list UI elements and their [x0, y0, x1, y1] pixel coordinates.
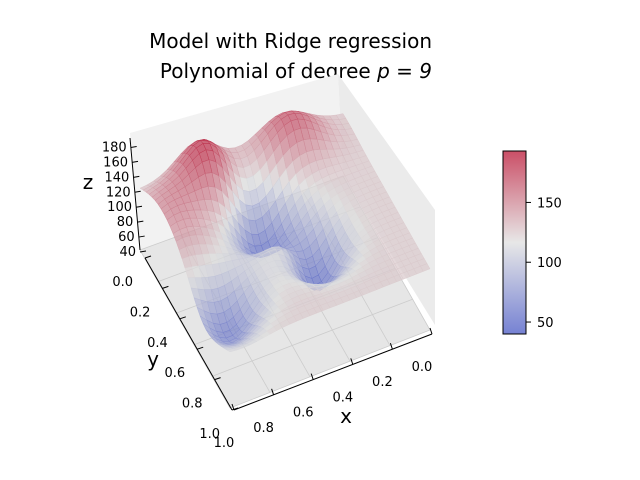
colorbar-ticks: 50 100 150: [526, 196, 562, 331]
z-tick-mark: [135, 205, 143, 208]
x-axis-line: [233, 333, 433, 411]
z-tick-label: 120: [106, 185, 131, 200]
y-tick-label: 0.0: [112, 275, 133, 290]
y-tick-mark: [197, 346, 204, 350]
x-tick-label: 0.4: [332, 390, 353, 405]
surface-face: [226, 348, 238, 353]
chart-title-text: Polynomial of degree: [160, 59, 377, 83]
floor-grid-line: [229, 329, 431, 409]
z-tick-label: 80: [117, 215, 134, 230]
z-tick-label: 100: [107, 200, 132, 215]
colorbar: [502, 150, 527, 335]
z-tick-mark: [130, 145, 137, 148]
y-axis-ticks: 0.0 0.2 0.4 0.6 0.8 1.0: [112, 255, 239, 442]
chart-title-line-1: Model with Ridge regression: [149, 29, 432, 53]
y-tick-mark: [179, 316, 186, 320]
z-tick-mark: [133, 175, 140, 178]
z-tick-mark: [139, 250, 147, 253]
z-tick-label: 180: [102, 140, 127, 155]
z-tick-mark: [137, 220, 144, 223]
y-tick-label: 0.2: [130, 305, 151, 320]
x-tick-label: 0.0: [412, 360, 433, 375]
z-tick-label: 160: [103, 155, 128, 170]
x-tick-label: 0.8: [253, 421, 274, 436]
chart-title-math: p = 9: [376, 59, 432, 83]
z-axis-label: z: [83, 170, 94, 194]
z-tick-mark: [131, 160, 139, 163]
x-tick-label: 0.6: [293, 406, 314, 421]
z-axis-line: [129, 137, 141, 251]
y-tick-label: 1.0: [199, 427, 220, 442]
chart-title-line-2: Polynomial of degree p = 9: [160, 59, 432, 83]
x-tick-label: 0.2: [372, 375, 393, 390]
colorbar-tick-label: 100: [537, 256, 562, 271]
y-tick-mark: [214, 377, 221, 381]
y-tick-label: 0.8: [182, 397, 203, 412]
z-tick-label: 60: [118, 230, 135, 245]
y-tick-label: 0.4: [147, 336, 168, 351]
z-tick-mark: [138, 235, 145, 238]
floor-grid-line: [211, 298, 413, 377]
x-tick-mark: [231, 403, 235, 411]
z-tick-label: 40: [119, 245, 136, 260]
colorbar-tick-label: 50: [537, 316, 554, 331]
x-tick-mark: [310, 373, 314, 380]
x-tick-mark: [429, 327, 433, 335]
y-tick-mark: [144, 255, 152, 259]
x-tick-label: 1.0: [214, 436, 235, 451]
y-tick-mark: [162, 285, 169, 289]
x-axis-label: x: [340, 404, 352, 428]
z-tick-label: 140: [105, 170, 130, 185]
y-axis-label: y: [147, 347, 159, 371]
y-tick-label: 0.6: [165, 366, 186, 381]
colorbar-tick-label: 150: [537, 196, 562, 211]
x-tick-mark: [389, 343, 393, 350]
x-tick-mark: [350, 358, 354, 365]
y-axis-line: [144, 257, 233, 411]
x-tick-mark: [271, 388, 275, 395]
x-axis-ticks: 0.0 0.2 0.4 0.6 0.8 1.0: [214, 327, 433, 451]
surface-mesh: [139, 110, 431, 353]
z-tick-mark: [134, 190, 141, 193]
